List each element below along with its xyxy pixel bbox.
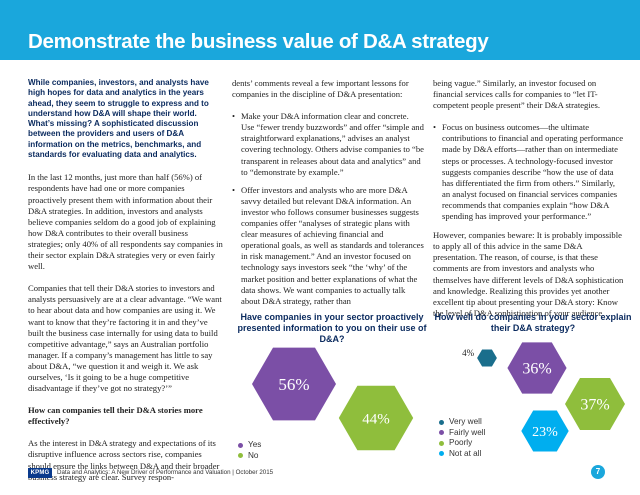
legend-item: Fairly well: [439, 428, 485, 439]
legend-label: Very well: [449, 417, 482, 426]
column-right: being vague.” Similarly, an investor foc…: [433, 78, 625, 330]
intro-paragraph: While companies, investors, and analysts…: [28, 78, 209, 160]
legend-item: Yes: [238, 440, 261, 451]
chart-presented-info: Have companies in your sector proactivel…: [232, 300, 432, 476]
legend-swatch: [439, 430, 444, 436]
data-label: 37%: [580, 397, 609, 414]
hexagon-bubble-yes: [252, 347, 336, 421]
data-label: 36%: [522, 361, 551, 378]
body-paragraph: However, companies beware: It is probabl…: [433, 230, 624, 318]
bullet-list: Make your D&A information clear and conc…: [232, 111, 424, 307]
legend-swatch: [238, 453, 243, 459]
chart-plot-area: 4% 36% 37% 23%: [462, 342, 625, 452]
data-label: 4%: [462, 348, 475, 358]
section-subheading: How can companies tell their D&A stories…: [28, 405, 203, 427]
chart-legend: Yes No: [238, 440, 261, 461]
title-banner: Demonstrate the business value of D&A st…: [0, 0, 640, 60]
body-paragraph: In the last 12 months, just more than ha…: [28, 172, 223, 272]
body-paragraph: being vague.” Similarly, an investor foc…: [433, 78, 601, 111]
legend-swatch: [439, 419, 444, 425]
footer-text: Data and Analytics: A New Driver of Perf…: [57, 469, 274, 476]
body-paragraph: dents’ comments reveal a few important l…: [232, 78, 409, 100]
legend-label: Fairly well: [449, 427, 486, 437]
page-footer: KPMG Data and Analytics: A New Driver of…: [28, 466, 618, 480]
data-label: 44%: [362, 411, 390, 427]
data-label: 23%: [532, 425, 558, 440]
legend-swatch: [439, 440, 444, 446]
chart-plot-area: 56% 44%: [252, 347, 414, 451]
legend-swatch: [439, 451, 444, 457]
chart-explain-strategy: How well do companies in your sector exp…: [433, 300, 633, 476]
body-paragraph: Companies that tell their D&A stories to…: [28, 283, 222, 394]
legend-label: Not at all: [449, 448, 482, 458]
hexagon-bubble-no: [338, 385, 414, 451]
body-paragraph: As the interest in D&A strategy and expe…: [28, 438, 220, 482]
hexagon-bubble-poorly: [565, 378, 625, 430]
chart-title: Have companies in your sector proactivel…: [237, 312, 427, 344]
legend-item: Not at all: [439, 449, 485, 460]
legend-item: No: [238, 451, 261, 462]
legend-swatch: [238, 442, 243, 448]
bullet-item: Offer investors and analysts who are mor…: [232, 185, 424, 307]
bullet-item: Make your D&A information clear and conc…: [232, 111, 424, 178]
hexagon-bubble-not-at-all: [521, 410, 569, 452]
legend-label: Yes: [248, 440, 262, 449]
legend-item: Poorly: [439, 438, 485, 449]
chart-legend: Very well Fairly well Poorly Not at all: [439, 417, 485, 459]
legend-label: Poorly: [449, 438, 473, 447]
bullet-list: Focus on business outcomes—the ultimate …: [433, 122, 625, 222]
bullet-item: Focus on business outcomes—the ultimate …: [433, 122, 625, 222]
column-left: While companies, investors, and analysts…: [28, 78, 224, 494]
legend-label: No: [248, 450, 259, 460]
chart-title: How well do companies in your sector exp…: [434, 312, 632, 333]
data-label: 56%: [278, 375, 309, 394]
legend-item: Very well: [439, 417, 485, 428]
column-middle: dents’ comments reveal a few important l…: [232, 78, 424, 315]
hexagon-bubble-very-well: [477, 349, 497, 367]
hexagon-bubble-fairly-well: [507, 342, 567, 394]
kpmg-logo: KPMG: [28, 468, 52, 478]
page-title: Demonstrate the business value of D&A st…: [28, 30, 489, 53]
page-number: 7: [591, 465, 605, 479]
